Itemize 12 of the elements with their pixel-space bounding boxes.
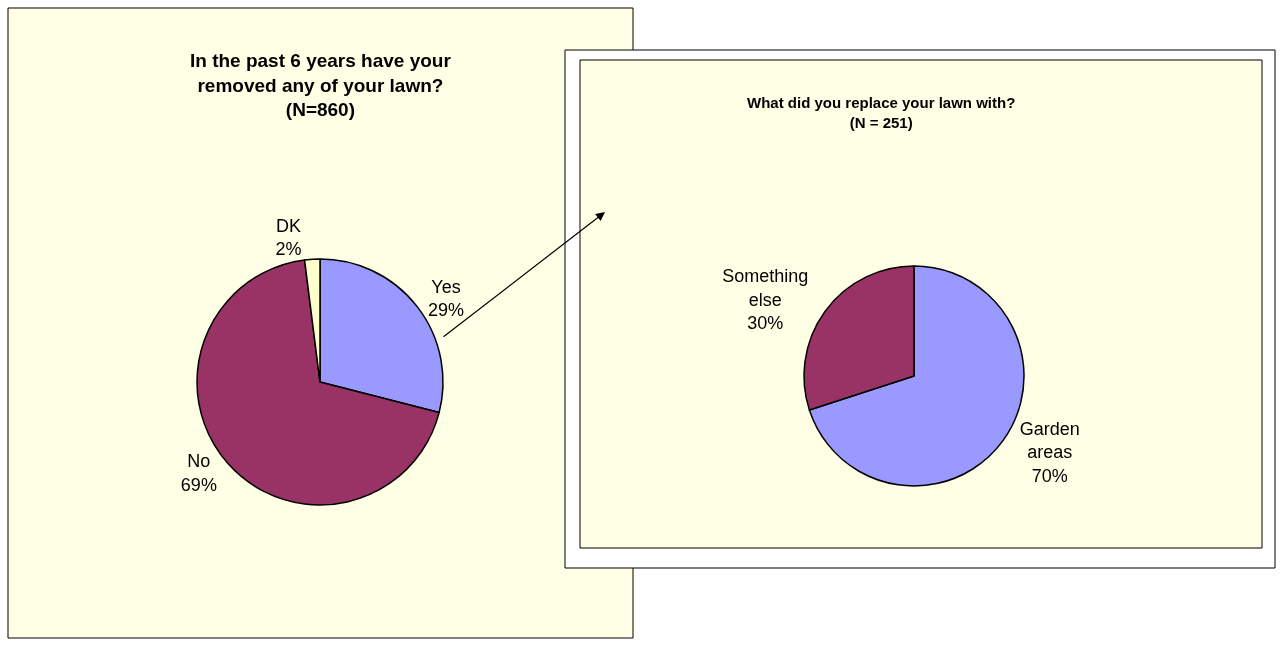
slice-label: Yes: [431, 276, 461, 297]
data-label: 69%: [180, 474, 217, 495]
chart-title: What did you replace your lawn with? (N = 251): [747, 94, 1016, 131]
slice-label: No: [187, 451, 211, 472]
data-label: 29%: [428, 300, 465, 321]
data-label: 30%: [747, 313, 784, 334]
chart-title: In the past 6 years have your removed any of your lawn? (N=860): [190, 50, 452, 121]
slice-label: Something else: [722, 266, 809, 310]
slice-label: Garden areas: [1019, 418, 1080, 463]
data-label: 2%: [275, 239, 302, 260]
data-label: 70%: [1031, 465, 1068, 486]
slice-label: DK: [275, 215, 301, 236]
